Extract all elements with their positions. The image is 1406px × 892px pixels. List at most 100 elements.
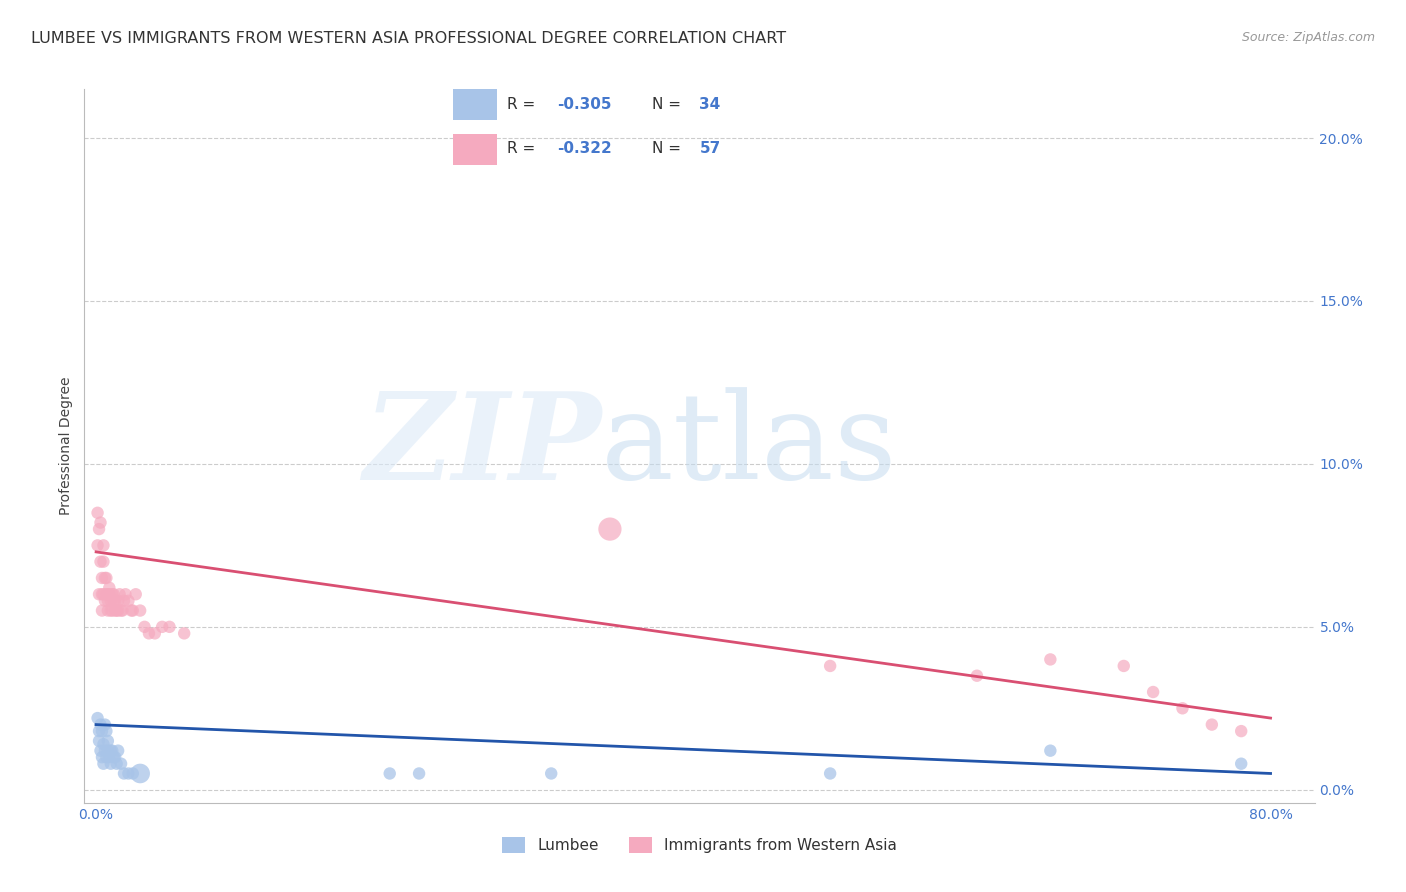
Point (1171, 701, 1194, 715)
Point (134, 620, 156, 634)
Point (378, 766, 401, 780)
Point (114, 587, 136, 601)
Point (1039, 652, 1062, 666)
Point (121, 603, 143, 617)
Text: ZIP: ZIP (363, 387, 602, 505)
Point (86, 711, 108, 725)
Point (117, 766, 139, 780)
Point (105, 756, 128, 771)
Point (120, 603, 142, 617)
Point (100, 603, 122, 617)
Text: N =: N = (652, 96, 686, 112)
Point (100, 756, 122, 771)
Point (91, 571, 114, 585)
Point (1230, 724, 1253, 739)
Point (87, 734, 110, 748)
Point (97, 594, 120, 608)
Point (93, 587, 115, 601)
Point (1112, 659, 1135, 673)
Point (129, 766, 152, 780)
Point (98, 581, 121, 595)
Point (89, 555, 111, 569)
Bar (453, 134, 496, 164)
Point (94, 594, 117, 608)
Point (103, 594, 125, 608)
Text: 34: 34 (699, 96, 721, 112)
Point (103, 750, 125, 764)
Point (96, 750, 118, 764)
Text: atlas: atlas (602, 387, 897, 505)
Text: -0.305: -0.305 (558, 96, 612, 112)
Point (110, 756, 132, 771)
Point (86, 538, 108, 552)
Point (87, 522, 110, 536)
Point (104, 594, 127, 608)
Text: -0.322: -0.322 (558, 141, 613, 156)
Point (138, 626, 160, 640)
Point (966, 669, 988, 683)
Point (129, 603, 152, 617)
Point (150, 620, 173, 634)
Point (94, 717, 117, 731)
Point (93, 538, 115, 552)
Point (818, 766, 841, 780)
Point (89, 516, 111, 530)
Text: Source: ZipAtlas.com: Source: ZipAtlas.com (1241, 31, 1375, 45)
Point (93, 737, 115, 751)
Point (91, 750, 114, 764)
Point (91, 724, 114, 739)
Point (107, 594, 129, 608)
Point (98, 750, 121, 764)
Text: R =: R = (508, 96, 540, 112)
Point (87, 587, 110, 601)
Text: R =: R = (508, 141, 540, 156)
Point (112, 594, 135, 608)
Point (540, 766, 562, 780)
Point (101, 587, 124, 601)
Point (86, 506, 108, 520)
Point (105, 603, 128, 617)
Point (104, 603, 127, 617)
Point (1142, 685, 1164, 699)
Legend: Lumbee, Immigrants from Western Asia: Lumbee, Immigrants from Western Asia (496, 831, 903, 859)
Point (173, 626, 195, 640)
Point (89, 744, 111, 758)
Point (97, 744, 120, 758)
Point (1201, 717, 1223, 731)
Y-axis label: Professional Degree: Professional Degree (59, 376, 73, 516)
Text: 57: 57 (699, 141, 721, 156)
Bar (453, 88, 496, 120)
Point (94, 744, 117, 758)
Point (408, 766, 430, 780)
Point (97, 734, 120, 748)
Point (97, 587, 120, 601)
Point (93, 555, 115, 569)
Point (110, 603, 132, 617)
Point (112, 766, 135, 780)
Point (91, 603, 114, 617)
Point (101, 603, 124, 617)
Point (818, 659, 841, 673)
Point (1230, 756, 1253, 771)
Point (117, 594, 139, 608)
Point (91, 587, 114, 601)
Point (94, 571, 117, 585)
Point (93, 756, 115, 771)
Point (98, 587, 121, 601)
Text: LUMBEE VS IMMIGRANTS FROM WESTERN ASIA PROFESSIONAL DEGREE CORRELATION CHART: LUMBEE VS IMMIGRANTS FROM WESTERN ASIA P… (31, 31, 786, 46)
Point (97, 603, 120, 617)
Point (1039, 744, 1062, 758)
Point (108, 587, 131, 601)
Point (100, 744, 122, 758)
Point (159, 620, 181, 634)
Point (101, 744, 124, 758)
Point (107, 744, 129, 758)
Point (104, 750, 127, 764)
Point (143, 626, 166, 640)
Point (103, 587, 125, 601)
Point (111, 603, 134, 617)
Text: N =: N = (652, 141, 686, 156)
Point (121, 766, 143, 780)
Point (96, 724, 118, 739)
Point (87, 724, 110, 739)
